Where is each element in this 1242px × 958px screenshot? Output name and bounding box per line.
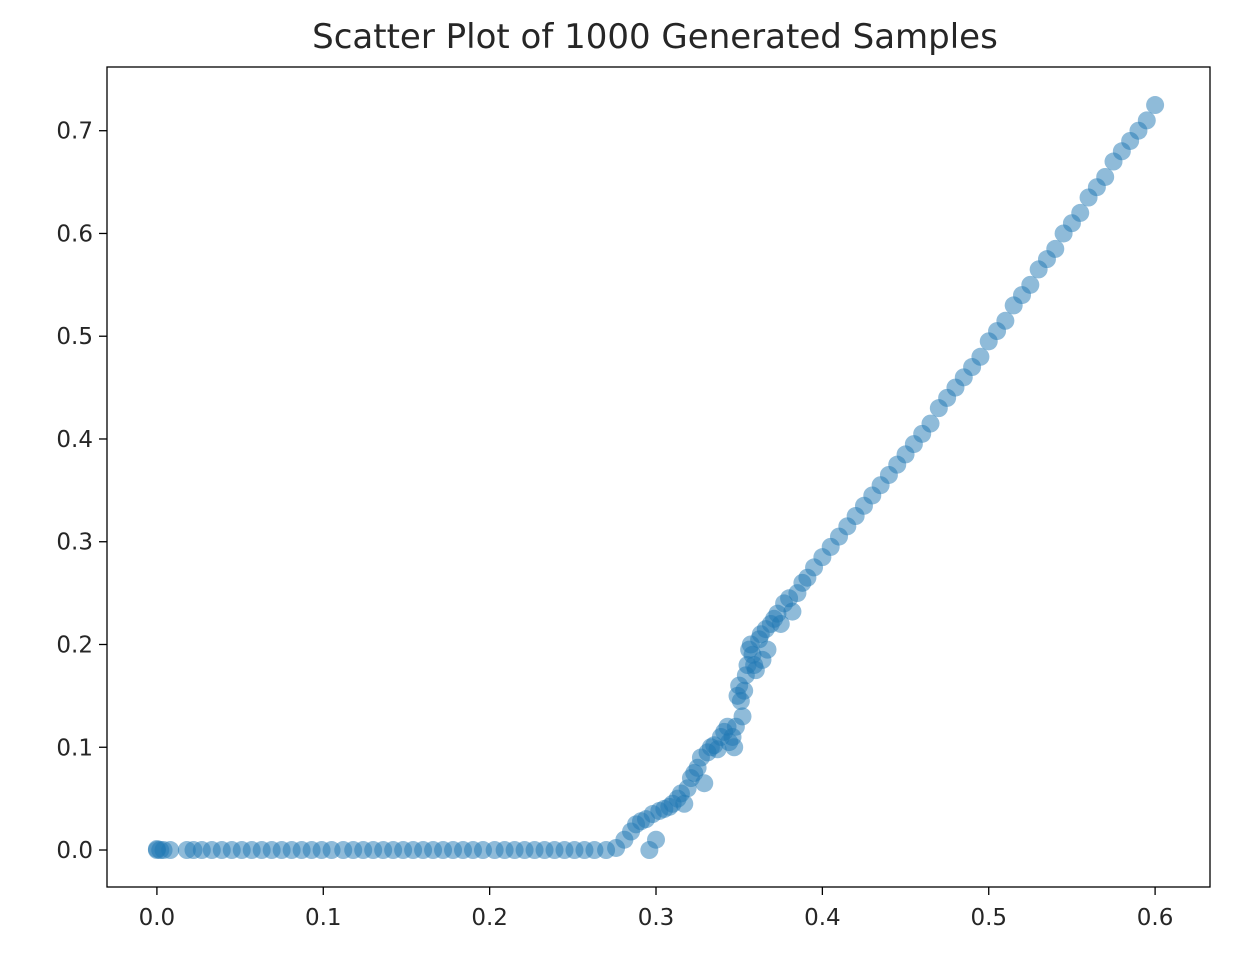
data-point [1021,275,1040,294]
data-point [695,774,714,793]
y-axis: 0.0 0.1 0.2 0.3 0.4 0.5 0.6 0.7 [56,119,107,864]
x-axis: 0.0 0.1 0.2 0.3 0.4 0.5 0.6 [139,887,1174,931]
data-point [1096,167,1115,186]
data-point [735,681,754,700]
y-tick-label: 0.4 [56,427,93,453]
data-point [675,794,694,813]
chart-title: Scatter Plot of 1000 Generated Samples [312,17,998,57]
data-point [725,738,744,757]
x-tick-label: 0.3 [638,905,675,931]
y-tick-label: 0.3 [56,530,93,556]
data-point [921,414,940,433]
data-point [1146,96,1165,115]
y-tick-label: 0.0 [56,838,93,864]
data-point [1071,203,1090,222]
data-point [647,830,666,849]
x-tick-label: 0.1 [305,905,342,931]
x-tick-label: 0.0 [139,905,176,931]
data-point [771,614,790,633]
data-point [758,640,777,659]
x-tick-label: 0.4 [804,905,841,931]
plot-frame [106,66,1211,888]
y-tick-label: 0.2 [56,632,93,658]
data-points [147,96,1165,860]
data-point [783,602,802,621]
data-point [161,841,180,860]
y-tick-label: 0.5 [56,324,93,350]
y-tick-label: 0.1 [56,735,93,761]
x-tick-label: 0.5 [970,905,1007,931]
y-tick-label: 0.6 [56,221,93,247]
y-tick-label: 0.7 [56,119,93,145]
x-tick-label: 0.2 [471,905,508,931]
data-point [971,347,990,366]
data-point [1046,239,1065,258]
data-point [733,707,752,726]
x-tick-label: 0.6 [1137,905,1174,931]
data-point [1137,111,1156,130]
data-point [996,311,1015,330]
